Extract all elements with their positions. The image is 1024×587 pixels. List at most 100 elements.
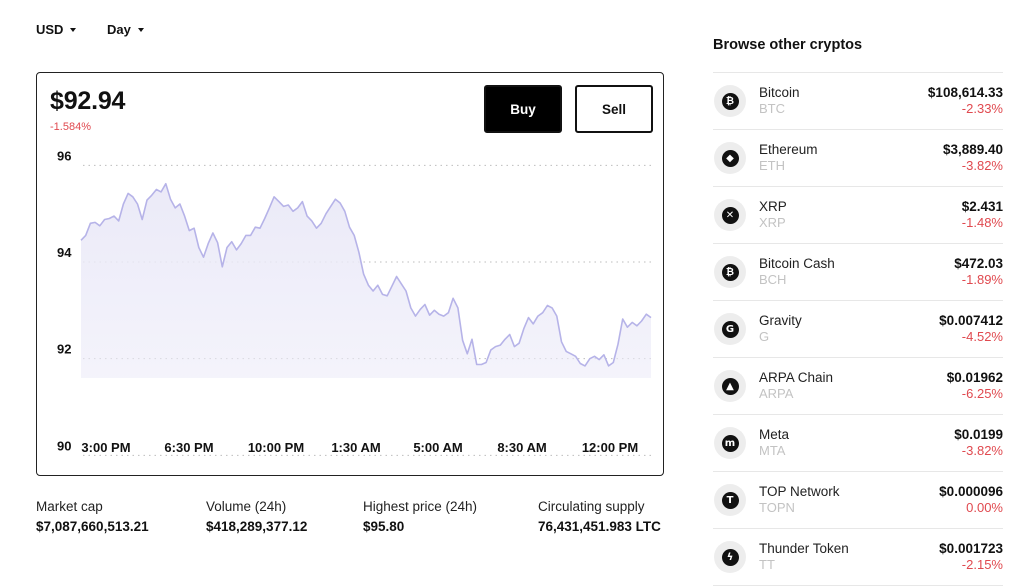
coin-glyph: ₿: [721, 263, 739, 281]
crypto-row-eth[interactable]: ◆ Ethereum ETH $3,889.40 -3.82%: [713, 130, 1003, 187]
coin-change: -3.82%: [961, 443, 1003, 458]
coin-glyph: ϟ: [721, 548, 739, 566]
stat-volume: Volume (24h) $418,289,377.12: [206, 499, 307, 534]
period-dropdown[interactable]: Day: [107, 22, 144, 37]
coin-name: Gravity: [759, 313, 802, 328]
y-tick-label: 96: [57, 148, 71, 163]
coin-price: $0.007412: [939, 313, 1003, 328]
x-tick-label: 6:30 PM: [164, 440, 213, 455]
x-tick-label: 1:30 AM: [331, 440, 380, 455]
stat-label: Volume (24h): [206, 499, 287, 514]
crypto-row-topn[interactable]: T TOP Network TOPN $0.000096 0.00%: [713, 472, 1003, 529]
stat-label: Highest price (24h): [363, 499, 478, 514]
coin-symbol: TOPN: [759, 500, 795, 515]
coin-glyph: G: [721, 320, 739, 338]
crypto-row-mta[interactable]: m Meta MTA $0.0199 -3.82%: [713, 415, 1003, 472]
coin-change: -1.89%: [961, 272, 1003, 287]
coin-name: Ethereum: [759, 142, 818, 157]
xrp-icon: ✕: [714, 199, 746, 231]
price-chart-card: $92.94 -1.584% Buy Sell 96 94 92 90 3:00 PM 6…: [36, 72, 664, 476]
stat-circulating-supply: Circulating supply 76,431,451.983 LTC: [538, 499, 661, 534]
stat-value: $418,289,377.12: [206, 519, 308, 534]
thunder-token-icon: ϟ: [714, 541, 746, 573]
stat-value: 76,431,451.983 LTC: [538, 519, 661, 534]
browse-cryptos-title: Browse other cryptos: [713, 37, 863, 53]
gravity-icon: G: [714, 313, 746, 345]
bitcoin-cash-icon: ₿: [714, 256, 746, 288]
coin-change: -1.48%: [961, 215, 1003, 230]
y-tick-label: 94: [57, 245, 72, 260]
currency-label: USD: [36, 22, 64, 37]
meta-icon: m: [714, 427, 746, 459]
crypto-list: ₿ Bitcoin BTC $108,614.33 -2.33% ◆ Ethereum ETH…: [713, 72, 1003, 586]
x-tick-label: 5:00 AM: [413, 440, 462, 455]
coin-name: TOP Network: [759, 484, 840, 499]
buy-button[interactable]: Buy: [484, 85, 562, 133]
coin-symbol: G: [759, 329, 770, 344]
sell-button[interactable]: Sell: [575, 85, 653, 133]
y-tick-label: 90: [57, 438, 71, 453]
coin-price: $0.01962: [946, 370, 1003, 385]
bitcoin-icon: ₿: [714, 85, 746, 117]
coin-change: -4.52%: [961, 329, 1003, 344]
crypto-row-g[interactable]: G Gravity G $0.007412 -4.52%: [713, 301, 1003, 358]
x-tick-label: 12:00 PM: [582, 440, 638, 455]
crypto-row-btc[interactable]: ₿ Bitcoin BTC $108,614.33 -2.33%: [713, 73, 1003, 130]
coin-price: $2.431: [961, 199, 1003, 214]
currency-dropdown[interactable]: USD: [36, 22, 77, 37]
y-tick-label: 92: [57, 342, 71, 357]
coin-change: -2.15%: [961, 557, 1003, 572]
arpa-icon: ▲: [714, 370, 746, 402]
price-change: -1.584%: [50, 121, 91, 133]
stat-value: $95.80: [363, 519, 405, 534]
caret-down-icon: [70, 28, 77, 32]
coin-glyph: m: [721, 434, 739, 452]
coin-name: Meta: [759, 427, 790, 442]
x-tick-label: 8:30 AM: [497, 440, 546, 455]
coin-change: -6.25%: [961, 386, 1003, 401]
coin-price: $0.000096: [939, 484, 1003, 499]
coin-name: Bitcoin Cash: [759, 256, 835, 271]
crypto-row-xrp[interactable]: ✕ XRP XRP $2.431 -1.48%: [713, 187, 1003, 244]
coin-price: $0.0199: [954, 427, 1003, 442]
coin-change: -3.82%: [961, 158, 1003, 173]
coin-price: $0.001723: [939, 541, 1003, 556]
coin-glyph: ✕: [721, 206, 739, 224]
caret-down-icon: [137, 28, 144, 32]
price-chart[interactable]: 96 94 92 90 3:00 PM 6:30 PM 10:00 PM 1:30 AM 5:0…: [37, 73, 663, 475]
coin-glyph: ▲: [721, 377, 739, 395]
coin-glyph: ◆: [721, 149, 739, 167]
coin-symbol: BCH: [759, 272, 787, 287]
coin-symbol: ETH: [759, 158, 785, 173]
x-tick-label: 10:00 PM: [248, 440, 304, 455]
coin-change: -2.33%: [961, 101, 1003, 116]
coin-symbol: BTC: [759, 101, 785, 116]
coin-name: ARPA Chain: [759, 370, 834, 385]
stat-market-cap: Market cap $7,087,660,513.21: [36, 499, 149, 534]
coin-name: Bitcoin: [759, 85, 800, 100]
coin-glyph: ₿: [721, 92, 739, 110]
coin-symbol: XRP: [759, 215, 786, 230]
stat-highest-price: Highest price (24h) $95.80: [363, 499, 477, 534]
crypto-row-tt[interactable]: ϟ Thunder Token TT $0.001723 -2.15%: [713, 529, 1003, 586]
stat-label: Market cap: [36, 499, 103, 514]
stat-value: $7,087,660,513.21: [36, 519, 149, 534]
coin-symbol: MTA: [759, 443, 786, 458]
stat-label: Circulating supply: [538, 499, 645, 514]
crypto-row-bch[interactable]: ₿ Bitcoin Cash BCH $472.03 -1.89%: [713, 244, 1003, 301]
ethereum-icon: ◆: [714, 142, 746, 174]
coin-name: Thunder Token: [759, 541, 849, 556]
coin-price: $3,889.40: [942, 142, 1003, 157]
coin-change: 0.00%: [966, 500, 1003, 515]
current-price: $92.94: [50, 87, 126, 115]
x-tick-label: 3:00 PM: [81, 440, 130, 455]
coin-symbol: TT: [759, 557, 775, 572]
coin-glyph: T: [721, 491, 739, 509]
coin-symbol: ARPA: [759, 386, 794, 401]
crypto-row-arpa[interactable]: ▲ ARPA Chain ARPA $0.01962 -6.25%: [713, 358, 1003, 415]
coin-price: $472.03: [954, 256, 1003, 271]
price-line: [80, 182, 652, 367]
coin-name: XRP: [759, 199, 787, 214]
coin-price: $108,614.33: [927, 85, 1003, 100]
period-label: Day: [107, 22, 131, 37]
